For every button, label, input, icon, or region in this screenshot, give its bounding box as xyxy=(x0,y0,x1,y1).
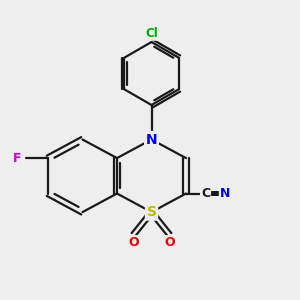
Text: O: O xyxy=(128,236,139,249)
Text: F: F xyxy=(13,152,21,165)
Text: Cl: Cl xyxy=(145,27,158,40)
Text: S: S xyxy=(146,205,157,219)
Text: N: N xyxy=(220,187,230,200)
Text: C: C xyxy=(201,187,210,200)
Text: O: O xyxy=(164,236,175,249)
Text: N: N xyxy=(146,133,157,146)
